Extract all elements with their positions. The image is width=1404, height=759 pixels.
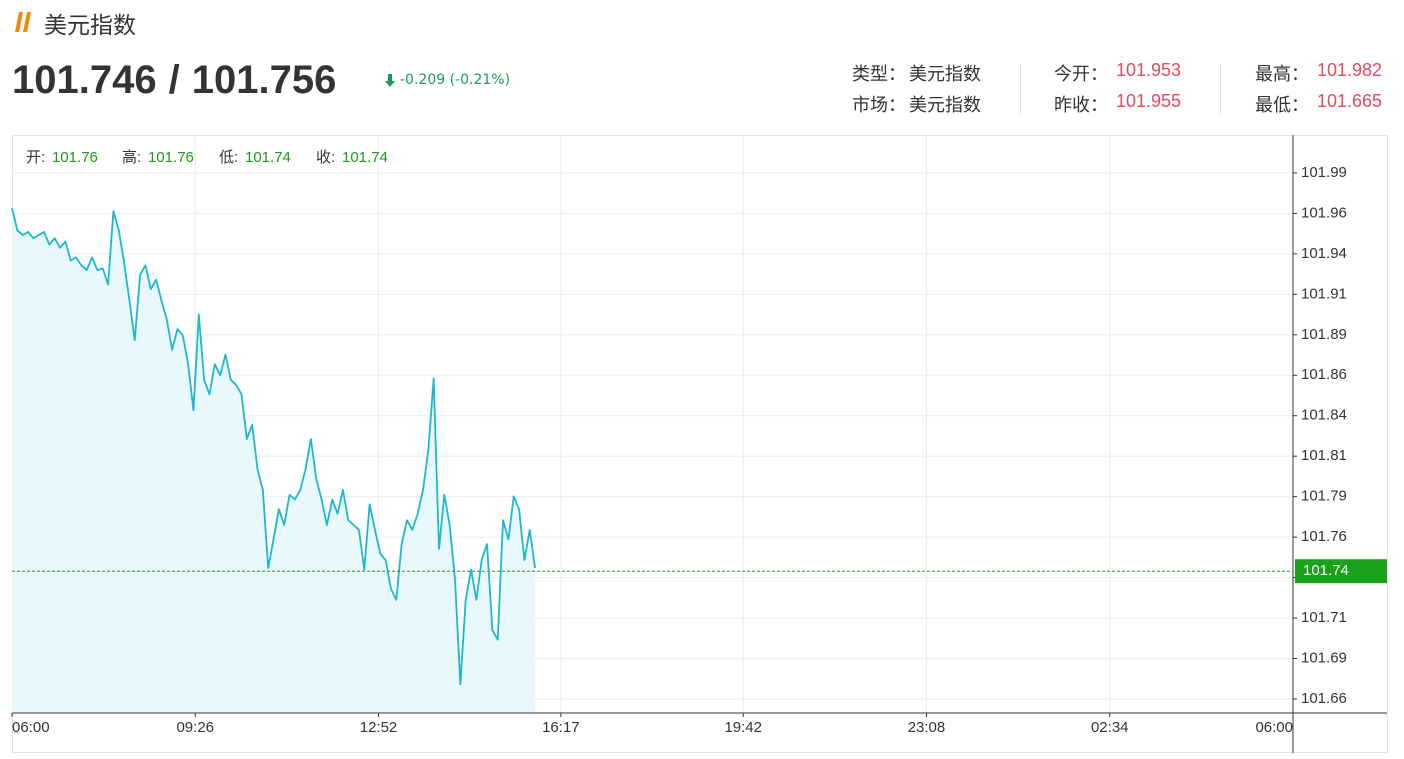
x-tick-label: 09:26 (176, 719, 214, 736)
ask: 101.756 (191, 58, 337, 102)
area (12, 207, 536, 713)
last-price-box (1295, 559, 1387, 584)
stat-label: 最低： (1255, 95, 1309, 116)
ohlc-label: 低: (219, 149, 238, 166)
ohlc-value: 101.76 (148, 149, 194, 166)
y-tick-label: 101.94 (1301, 245, 1347, 262)
title: 美元指数 (44, 13, 136, 39)
x-tick-label: 06:00 (1255, 719, 1293, 736)
stat-value: 美元指数 (909, 64, 981, 85)
down-arrow (385, 74, 395, 87)
quote: 101.746 / 101.756 (12, 58, 336, 103)
last-price-label: 101.74 (1303, 562, 1349, 579)
ohlc-label: 开: (26, 149, 45, 166)
y-tick-label: 101.79 (1301, 488, 1347, 505)
y-tick-label: 101.91 (1301, 285, 1347, 302)
stat-value: 101.982 (1317, 60, 1383, 80)
x-tick-label: 23:08 (908, 719, 946, 736)
stat-label: 最高： (1255, 64, 1309, 85)
stat-label: 今开： (1054, 64, 1108, 85)
x-tick-label: 16:17 (542, 719, 580, 736)
x-tick-label: 12:52 (360, 719, 398, 736)
ohlc-label: 收: (316, 149, 335, 166)
y-tick-label: 101.76 (1301, 528, 1347, 545)
bid: 101.746 (12, 58, 157, 102)
stat-label: 市场： (852, 95, 906, 116)
y-tick-label: 101.96 (1301, 204, 1347, 221)
ohlc-value: 101.76 (52, 149, 98, 166)
x-tick-label: 02:34 (1091, 719, 1129, 736)
stat-label: 昨收： (1054, 95, 1108, 116)
ohlc-value: 101.74 (342, 149, 388, 166)
y-tick-label: 101.66 (1301, 690, 1347, 707)
stat-value: 美元指数 (909, 95, 981, 116)
separator-line (1020, 64, 1021, 114)
y-tick-label: 101.71 (1301, 609, 1347, 626)
stat-value: 101.953 (1116, 60, 1182, 80)
change: -0.209 (-0.21%) (400, 72, 511, 88)
stat-value: 101.665 (1317, 91, 1383, 111)
y-tick-label: 101.84 (1301, 407, 1347, 424)
separator-line (1220, 64, 1221, 114)
logo-icon (15, 12, 31, 32)
y-tick-label: 101.69 (1301, 649, 1347, 666)
price-line (11, 207, 536, 686)
ohlc-value: 101.74 (245, 149, 291, 166)
x-tick-label: 06:00 (12, 719, 50, 736)
y-tick-label: 101.89 (1301, 326, 1347, 343)
separator: / (168, 58, 180, 102)
stat-label: 类型： (852, 64, 906, 85)
ohlc-label: 高: (122, 149, 141, 166)
x-tick-label: 19:42 (724, 719, 762, 736)
y-tick-label: 101.99 (1301, 164, 1347, 181)
y-tick-label: 101.86 (1301, 366, 1347, 383)
stat-value: 101.955 (1116, 91, 1182, 111)
y-tick-label: 101.81 (1301, 447, 1347, 464)
